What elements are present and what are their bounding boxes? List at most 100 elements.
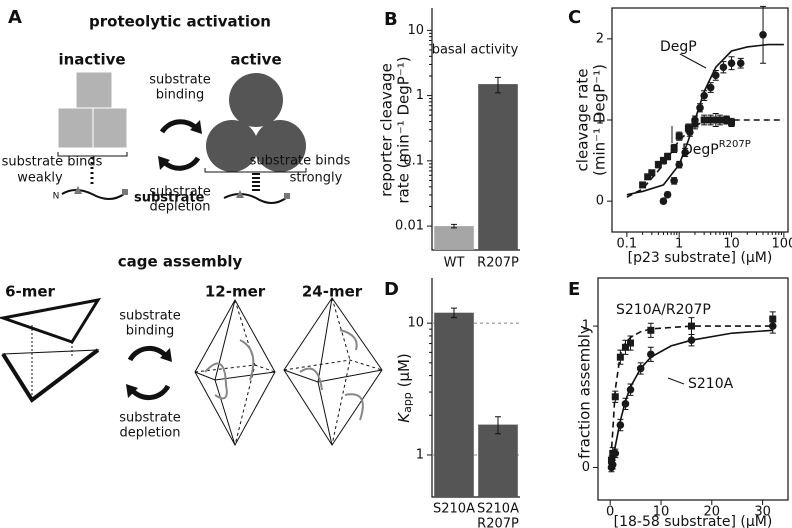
substrate-motif (284, 193, 290, 199)
x-tick-label: 0.1 (617, 237, 638, 252)
point (681, 148, 689, 157)
state-label: inactive (58, 51, 125, 69)
x-axis-label: [p23 substrate] (µM) (628, 250, 773, 266)
point (616, 421, 625, 429)
substrate-strand (223, 193, 287, 204)
point (663, 190, 672, 199)
series-name-sup: R207P (719, 139, 751, 150)
point (675, 160, 683, 169)
series-name: DegP (682, 142, 719, 158)
point (759, 30, 767, 39)
point (728, 118, 736, 126)
x-tick-label: 100 (771, 237, 792, 252)
panel-a: A proteolytic activation inactive active… (0, 7, 383, 447)
point (722, 116, 730, 124)
x-tick-label: S210A (477, 502, 519, 517)
subunit (92, 107, 128, 149)
panel-label: C (568, 7, 581, 28)
series-label: DegP (660, 39, 697, 55)
point (700, 116, 708, 124)
arrowheads (126, 348, 172, 398)
series-label: S210A (688, 376, 734, 392)
oligomer-label: 12-mer (205, 283, 266, 301)
point (664, 153, 672, 161)
point (684, 124, 692, 132)
state-label: active (230, 51, 281, 69)
point (706, 83, 715, 92)
oligomer-label: 24-mer (302, 283, 363, 301)
y-tick-label: 0 (596, 194, 604, 209)
y-tick-label: 1 (416, 88, 424, 103)
dodecamer (194, 298, 276, 447)
point (675, 132, 683, 140)
point (639, 181, 647, 189)
hexamer (0, 297, 102, 403)
point (707, 116, 715, 124)
point (627, 339, 635, 347)
y-tick-label: 1 (416, 447, 424, 462)
annotation: basal activity (432, 43, 519, 58)
y-axis-label: cleavage rate (574, 69, 592, 172)
subscript: app (401, 392, 414, 413)
point (687, 336, 696, 345)
substrate-strand (61, 189, 125, 200)
point (611, 393, 619, 401)
substrate-motif (236, 190, 244, 198)
point (727, 59, 736, 67)
point (609, 449, 617, 457)
point (712, 116, 720, 124)
arrow-label: binding (156, 88, 204, 103)
arrow-label: substrate (119, 411, 181, 426)
y-axis-label: (min⁻¹ DegP⁻¹) (591, 64, 609, 176)
y-tick-label: 1 (582, 319, 590, 334)
fit-line (626, 119, 784, 198)
x-axis-label: [18-58 substrate] (µM) (614, 514, 773, 528)
substrate-label: substrate (134, 191, 205, 206)
leader-line (679, 53, 707, 69)
arrow-label: binding (126, 324, 174, 339)
point (607, 456, 615, 464)
error-bar (451, 223, 457, 229)
fit-line (609, 329, 773, 468)
plot-frame (597, 277, 789, 501)
substrate-motif (122, 189, 128, 195)
unit: (µM) (395, 353, 413, 392)
x-tick-label: 1 (675, 237, 683, 252)
y-tick-label: 1 (596, 113, 604, 128)
y-axis-label: rate (min⁻¹ DegP⁻¹) (395, 56, 413, 203)
series-name: S210A (688, 376, 734, 392)
symbol: K (395, 412, 413, 423)
plot-frame (611, 7, 789, 233)
point (769, 315, 777, 323)
panel-label: D (384, 279, 399, 300)
error-bar (451, 307, 457, 319)
subunit (57, 107, 94, 149)
point (659, 197, 668, 205)
cycle-arrows (127, 345, 171, 401)
panel-label: A (8, 7, 22, 28)
y-tick-label: 2 (596, 31, 604, 46)
point (719, 63, 728, 72)
series-name: DegP (660, 39, 697, 55)
x-tick-label: 10 (723, 237, 740, 252)
y-tick-label: 0.01 (395, 219, 424, 234)
arrow-label: depletion (119, 426, 180, 441)
y-tick-label: 0 (582, 460, 590, 475)
cycle-arrows (159, 119, 201, 171)
point (691, 120, 699, 128)
leader-line (667, 377, 685, 385)
section-title: cage assembly (118, 253, 243, 271)
oligomer-label: 6-mer (5, 283, 55, 301)
x-tick-label: R207P (477, 256, 519, 271)
arrow-label: substrate (149, 73, 211, 88)
x-tick-label: 20 (704, 505, 721, 520)
arrow-label: depletion (149, 200, 210, 215)
subunit (254, 120, 306, 172)
point (647, 350, 655, 359)
point (670, 177, 678, 185)
tetracosamer (283, 297, 383, 446)
point (736, 59, 745, 67)
point (616, 353, 624, 361)
point (716, 116, 724, 124)
y-axis-label: reporter cleavage (378, 63, 396, 197)
